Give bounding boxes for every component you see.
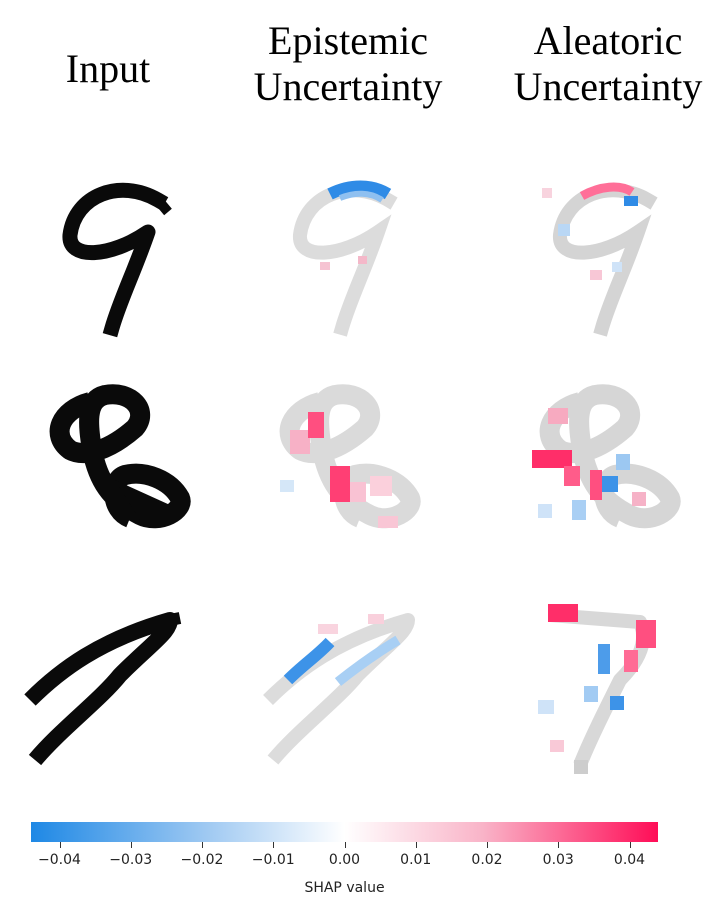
input-digit-seven bbox=[24, 612, 182, 766]
header-aleatoric-line2: Uncertainty bbox=[513, 64, 703, 109]
colorbar-tick-mark bbox=[59, 842, 61, 848]
header-aleatoric-line1: Aleatoric bbox=[533, 18, 683, 63]
colorbar-tick-label: −0.02 bbox=[180, 852, 224, 868]
header-epistemic-line2: Uncertainty bbox=[253, 64, 443, 109]
input-digit-eight bbox=[49, 384, 191, 529]
colorbar-tick-mark bbox=[344, 842, 346, 848]
colorbar-tick-mark bbox=[487, 842, 488, 848]
aleatoric-map-seven bbox=[538, 604, 656, 774]
colorbar-tick-label: 0.01 bbox=[400, 852, 432, 868]
epistemic-map-eight bbox=[279, 384, 421, 529]
colorbar-label: SHAP value bbox=[304, 880, 385, 896]
colorbar-tick-mark bbox=[629, 842, 631, 848]
colorbar-tick-label: −0.01 bbox=[251, 852, 295, 868]
colorbar-tick-mark bbox=[202, 842, 203, 848]
header-aleatoric: Aleatoric Uncertainty bbox=[492, 18, 724, 110]
colorbar-tick-mark bbox=[558, 842, 560, 848]
aleatoric-map-eight bbox=[532, 384, 681, 529]
colorbar-tick-label: 0.00 bbox=[328, 852, 361, 868]
header-epistemic: Epistemic Uncertainty bbox=[232, 18, 464, 110]
header-input: Input bbox=[38, 46, 178, 92]
colorbar-tick-mark bbox=[273, 842, 275, 848]
header-epistemic-line1: Epistemic bbox=[268, 18, 428, 63]
input-digit-nine bbox=[62, 182, 172, 338]
colorbar-tick-label: 0.04 bbox=[613, 852, 646, 868]
colorbar-tick-label: −0.04 bbox=[38, 852, 81, 868]
colorbar-tick-label: −0.03 bbox=[109, 852, 153, 868]
aleatoric-map-nine bbox=[542, 182, 658, 337]
shap-colorbar bbox=[31, 822, 658, 842]
epistemic-map-seven bbox=[263, 613, 415, 765]
colorbar-tick-mark bbox=[130, 842, 132, 848]
colorbar-tick-label: 0.02 bbox=[471, 852, 503, 868]
header-input-text: Input bbox=[65, 46, 151, 91]
epistemic-map-nine bbox=[293, 180, 398, 337]
colorbar-tick-mark bbox=[415, 842, 417, 848]
colorbar-tick-label: 0.03 bbox=[542, 852, 574, 868]
